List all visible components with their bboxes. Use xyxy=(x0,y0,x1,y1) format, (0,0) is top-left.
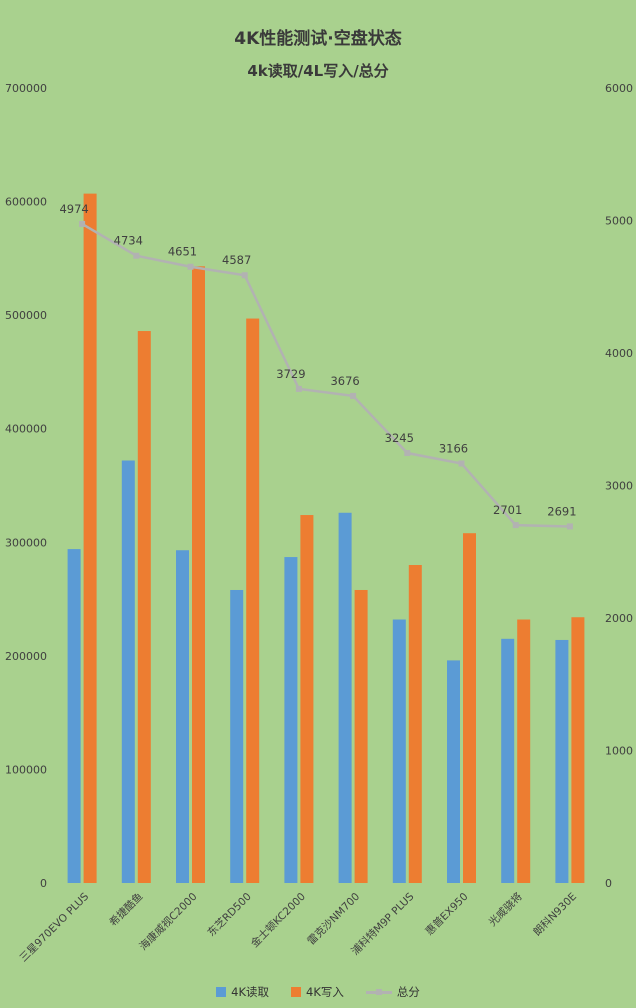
line-marker xyxy=(241,272,248,279)
left-axis-tick-label: 600000 xyxy=(5,196,47,209)
legend-label-write: 4K写入 xyxy=(306,985,344,999)
line-marker xyxy=(458,460,465,467)
line-data-label: 2691 xyxy=(547,504,576,518)
bar-4K读取 xyxy=(501,638,515,883)
right-axis-tick-label: 5000 xyxy=(605,215,633,228)
legend-swatch-read xyxy=(216,987,227,997)
chart-legend: 4K读取 4K写入 总分 xyxy=(0,984,636,1000)
category-label: 东芝RD500 xyxy=(205,890,254,939)
right-axis-tick-label: 0 xyxy=(605,877,612,890)
line-marker xyxy=(350,392,357,399)
category-label: 光威骁将 xyxy=(486,890,525,929)
bar-4K写入 xyxy=(137,331,151,883)
category-label: 朗科N930E xyxy=(531,890,579,938)
left-axis-tick-label: 0 xyxy=(40,877,47,890)
bar-4K写入 xyxy=(517,619,531,883)
bar-4K写入 xyxy=(300,515,314,883)
left-axis-tick-label: 200000 xyxy=(5,650,47,663)
line-marker xyxy=(295,385,302,392)
line-data-label: 3676 xyxy=(330,374,359,388)
total-score-line xyxy=(81,222,570,528)
line-data-label: 3166 xyxy=(439,442,468,456)
right-axis-tick-label: 2000 xyxy=(605,612,633,625)
bar-4K读取 xyxy=(67,549,81,883)
bar-4K读取 xyxy=(284,557,298,883)
chart-subtitle: 4k读取/4L写入/总分 xyxy=(247,62,389,80)
legend-label-read: 4K读取 xyxy=(231,985,269,999)
right-axis-tick-label: 4000 xyxy=(605,347,633,360)
bar-4K读取 xyxy=(176,550,189,883)
line-data-label: 4587 xyxy=(222,253,251,267)
left-axis-tick-label: 100000 xyxy=(5,763,47,776)
bar-4K读取 xyxy=(230,589,244,883)
category-label: 海康威视C2000 xyxy=(137,890,200,953)
category-label: 三星970EVO PLUS xyxy=(17,890,91,964)
line-marker xyxy=(133,252,140,259)
left-axis-tick-label: 500000 xyxy=(5,309,47,322)
bar-4K读取 xyxy=(392,619,406,883)
line-data-label: 3245 xyxy=(385,431,414,445)
category-label: 惠普EX950 xyxy=(423,890,471,938)
chart-title: 4K性能测试·空盘状态 xyxy=(234,29,402,49)
bar-4K读取 xyxy=(555,639,569,883)
line-data-label: 2701 xyxy=(493,503,522,517)
line-marker xyxy=(404,450,411,457)
bar-4K写入 xyxy=(571,617,585,883)
line-marker xyxy=(566,523,573,530)
bar-4K写入 xyxy=(354,589,368,883)
line-data-label: 4974 xyxy=(59,202,88,216)
left-axis-tick-label: 700000 xyxy=(5,82,47,95)
bar-4K写入 xyxy=(463,533,476,883)
line-marker xyxy=(187,263,194,270)
line-data-label: 4651 xyxy=(168,245,197,259)
line-marker xyxy=(79,220,86,227)
legend-swatch-total-line xyxy=(365,988,392,995)
legend-label-total: 总分 xyxy=(396,985,420,999)
bar-4K读取 xyxy=(121,460,135,883)
right-axis-tick-label: 1000 xyxy=(605,745,633,758)
category-label: 金士顿KC2000 xyxy=(248,890,308,950)
line-data-label: 3729 xyxy=(276,367,305,381)
bar-4K读取 xyxy=(447,660,460,883)
left-axis-tick-label: 400000 xyxy=(5,423,47,436)
bar-4K写入 xyxy=(408,565,422,883)
legend-item-read: 4K读取 xyxy=(216,984,269,1000)
bar-4K写入 xyxy=(83,193,97,883)
category-label: 雷克沙NM700 xyxy=(305,891,362,948)
bar-4K读取 xyxy=(338,512,352,883)
legend-item-write: 4K写入 xyxy=(291,984,344,1000)
category-label: 希捷酷鱼 xyxy=(107,890,146,929)
left-axis-tick-label: 300000 xyxy=(5,536,47,549)
line-data-label: 4734 xyxy=(114,234,143,248)
right-axis-tick-label: 3000 xyxy=(605,480,633,493)
bar-4K写入 xyxy=(192,266,205,883)
line-marker xyxy=(512,522,519,529)
legend-swatch-write xyxy=(291,987,301,997)
bar-4K写入 xyxy=(246,318,260,883)
legend-item-total: 总分 xyxy=(365,984,420,1000)
right-axis-tick-label: 6000 xyxy=(605,82,633,95)
